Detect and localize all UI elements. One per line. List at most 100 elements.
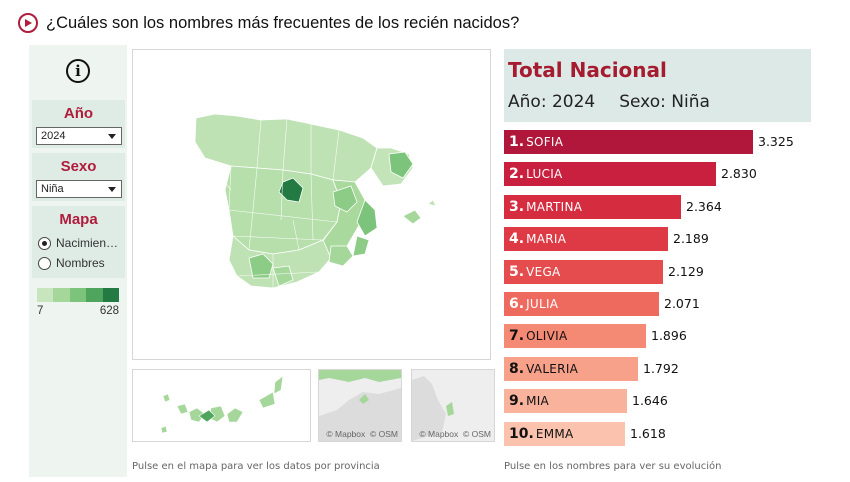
osm-credit[interactable]: © OSM bbox=[463, 429, 491, 439]
name-rank: 5. bbox=[509, 264, 525, 280]
name-label: OLIVIA bbox=[526, 329, 568, 343]
map-filter-title: Mapa bbox=[59, 211, 98, 228]
map-island bbox=[162, 393, 171, 403]
mapbox-credit[interactable]: © Mapbox bbox=[326, 429, 366, 439]
header: ¿Cuáles son los nombres más frecuentes d… bbox=[18, 10, 519, 36]
color-legend: 7 628 bbox=[37, 288, 119, 317]
name-rank: 4. bbox=[509, 231, 525, 247]
map-region-alicante bbox=[352, 235, 370, 257]
name-rank: 10. bbox=[509, 426, 534, 442]
map-region-seville bbox=[248, 253, 274, 279]
year-filter: Año 2024 bbox=[32, 100, 125, 148]
map-region-zaragoza bbox=[332, 185, 358, 213]
radio-names[interactable]: Nombres bbox=[38, 256, 105, 270]
name-rank: 2. bbox=[509, 166, 525, 182]
map-hint: Pulse en el mapa para ver los datos por … bbox=[132, 461, 380, 472]
name-bar[interactable]: 6. JULIA bbox=[504, 292, 659, 316]
name-label: MIA bbox=[526, 394, 550, 408]
name-count: 1.792 bbox=[643, 361, 679, 376]
radio-births[interactable]: Nacimien… bbox=[38, 236, 118, 250]
name-count: 2.830 bbox=[721, 166, 757, 181]
sex-label: Sexo bbox=[619, 92, 661, 112]
name-bar[interactable]: 1. SOFIA bbox=[504, 130, 753, 154]
sex-select[interactable]: Niña bbox=[36, 180, 122, 198]
sex-value: Niña bbox=[671, 92, 710, 112]
legend-swatches bbox=[37, 288, 119, 302]
legend-swatch bbox=[37, 288, 54, 302]
map-region-ceuta bbox=[359, 394, 369, 404]
map-region-barcelona bbox=[388, 151, 414, 179]
name-count: 1.646 bbox=[632, 393, 668, 408]
radio-names-label: Nombres bbox=[56, 256, 105, 270]
ranking-header: Total Nacional Año: 2024 Sexo: Niña bbox=[504, 49, 811, 122]
info-icon[interactable]: i bbox=[66, 59, 90, 83]
map-island bbox=[226, 407, 244, 423]
year-value: 2024 bbox=[551, 92, 596, 112]
name-bar[interactable]: 2. LUCIA bbox=[504, 162, 716, 186]
play-button[interactable] bbox=[18, 13, 38, 33]
name-count: 3.325 bbox=[758, 134, 794, 149]
name-label: JULIA bbox=[526, 297, 559, 311]
mapbox-credit[interactable]: © Mapbox bbox=[419, 429, 459, 439]
map-land bbox=[412, 376, 446, 441]
name-label: SOFIA bbox=[526, 135, 564, 149]
legend-swatch bbox=[86, 288, 103, 302]
map-region-valencia bbox=[356, 199, 378, 237]
name-bar[interactable]: 5. VEGA bbox=[504, 260, 663, 284]
ceuta-map[interactable]: © Mapbox © OSM bbox=[318, 369, 402, 442]
melilla-map[interactable]: © Mapbox © OSM bbox=[411, 369, 495, 442]
legend-min: 7 bbox=[37, 305, 44, 317]
legend-swatch bbox=[102, 288, 119, 302]
map-region-madrid bbox=[278, 177, 304, 203]
name-bar[interactable]: 4. MARIA bbox=[504, 227, 668, 251]
map-island bbox=[273, 375, 284, 395]
osm-credit[interactable]: © OSM bbox=[370, 429, 398, 439]
legend-max: 628 bbox=[99, 305, 119, 317]
name-bar[interactable]: 8. VALERIA bbox=[504, 357, 638, 381]
spain-map bbox=[194, 113, 437, 289]
name-bar[interactable]: 7. OLIVIA bbox=[504, 324, 646, 348]
radio-births-label: Nacimien… bbox=[56, 236, 119, 250]
canary-islands-map[interactable] bbox=[132, 369, 311, 442]
map-attribution: © Mapbox © OSM bbox=[419, 429, 491, 439]
map-province-borders bbox=[204, 118, 340, 288]
map-island bbox=[176, 403, 189, 415]
map-island bbox=[160, 425, 168, 434]
name-label: MARTINA bbox=[526, 200, 583, 214]
province-map[interactable] bbox=[132, 49, 491, 360]
name-count: 2.071 bbox=[664, 296, 700, 311]
map-land bbox=[319, 388, 401, 441]
year-label: Año bbox=[508, 92, 541, 112]
canary-islands-shapes bbox=[160, 375, 284, 434]
name-label: MARIA bbox=[526, 232, 567, 246]
name-count: 2.189 bbox=[673, 231, 709, 246]
name-bar[interactable]: 9. MIA bbox=[504, 389, 627, 413]
name-rank: 6. bbox=[509, 296, 525, 312]
ceuta-shapes bbox=[319, 370, 401, 441]
page-title: ¿Cuáles son los nombres más frecuentes d… bbox=[46, 13, 520, 32]
map-region-melilla bbox=[446, 402, 454, 416]
map-attribution: © Mapbox © OSM bbox=[326, 429, 398, 439]
year-filter-title: Año bbox=[63, 105, 94, 122]
map-region-malaga bbox=[272, 265, 294, 287]
legend-swatch bbox=[53, 288, 70, 302]
name-bar[interactable]: 3. MARTINA bbox=[504, 195, 681, 219]
chevron-down-icon bbox=[108, 134, 116, 139]
map-island-tenerife bbox=[198, 409, 216, 423]
name-count: 2.129 bbox=[668, 264, 704, 279]
legend-swatch bbox=[69, 288, 87, 302]
year-select[interactable]: 2024 bbox=[36, 127, 122, 145]
name-count: 2.364 bbox=[686, 199, 722, 214]
name-label: VEGA bbox=[526, 265, 561, 279]
name-rank: 9. bbox=[509, 393, 525, 409]
name-count: 1.618 bbox=[630, 426, 666, 441]
chevron-down-icon bbox=[108, 187, 116, 192]
year-select-value: 2024 bbox=[41, 130, 66, 142]
ranking-hint: Pulse en los nombres para ver su evoluci… bbox=[504, 461, 722, 472]
radio-icon bbox=[38, 256, 51, 270]
legend-labels: 7 628 bbox=[37, 302, 119, 317]
name-bar[interactable]: 10. EMMA bbox=[504, 422, 625, 446]
sex-select-value: Niña bbox=[41, 183, 64, 195]
sex-filter: Sexo Niña bbox=[32, 153, 125, 201]
name-rank: 7. bbox=[509, 328, 525, 344]
